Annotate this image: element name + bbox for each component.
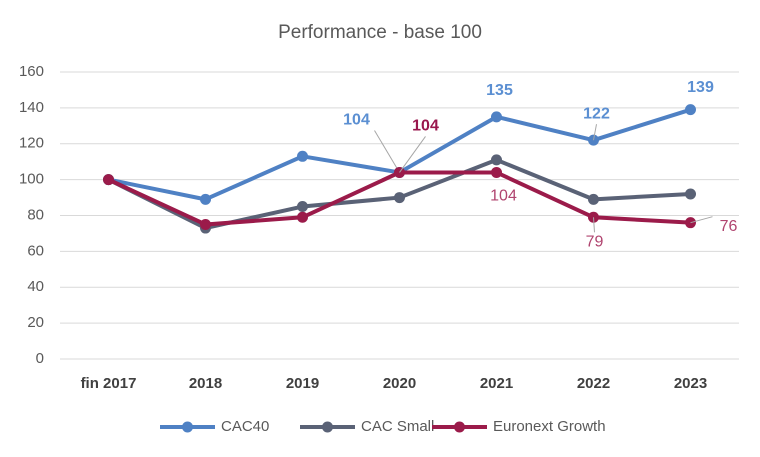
point — [491, 111, 502, 123]
point — [588, 193, 599, 205]
legend-marker — [322, 421, 333, 433]
point — [200, 218, 211, 230]
x-tick-label: fin 2017 — [81, 375, 137, 392]
y-tick-label: 100 — [19, 171, 44, 188]
x-tick-label: 2019 — [286, 375, 319, 392]
line-series — [108, 107, 692, 202]
data-label: 104 — [343, 112, 370, 129]
leader-line — [690, 216, 713, 224]
data-label: 79 — [586, 234, 604, 251]
data-label: 122 — [583, 105, 610, 122]
point — [297, 211, 308, 223]
legend-label: CAC40 — [221, 418, 269, 435]
y-tick-label: 120 — [19, 135, 44, 152]
point — [103, 174, 114, 186]
leader-line — [374, 130, 400, 173]
leader-line — [593, 217, 595, 233]
x-tick-label: 2022 — [577, 375, 610, 392]
data-label: 135 — [486, 82, 513, 99]
x-tick-label: 2021 — [480, 375, 513, 392]
point — [394, 192, 405, 204]
y-tick-label: 20 — [27, 314, 44, 331]
point — [491, 154, 502, 166]
data-label: 104 — [490, 188, 517, 205]
point — [491, 166, 502, 178]
y-tick-label: 40 — [27, 278, 44, 295]
point — [685, 188, 696, 200]
y-tick-label: 160 — [19, 63, 44, 80]
y-tick-label: 80 — [27, 206, 44, 223]
y-tick-label: 140 — [19, 99, 44, 116]
point — [297, 201, 308, 213]
x-tick-label: 2020 — [383, 375, 416, 392]
y-tick-label: 0 — [36, 350, 44, 367]
data-label: 104 — [412, 118, 439, 135]
legend-label: CAC Small — [361, 418, 434, 435]
chart-title: Performance - base 100 — [278, 22, 482, 43]
x-tick-label: 2018 — [189, 375, 222, 392]
y-tick-label: 60 — [27, 242, 44, 259]
data-label: 139 — [687, 79, 714, 96]
point — [685, 104, 696, 116]
legend-label: Euronext Growth — [493, 418, 606, 435]
leader-line — [399, 136, 426, 173]
x-tick-label: 2023 — [674, 375, 707, 392]
data-label: 76 — [720, 218, 738, 235]
legend-marker — [454, 421, 465, 433]
point — [200, 193, 211, 205]
point — [297, 150, 308, 162]
legend-marker — [182, 421, 193, 433]
leader-line — [593, 124, 597, 141]
